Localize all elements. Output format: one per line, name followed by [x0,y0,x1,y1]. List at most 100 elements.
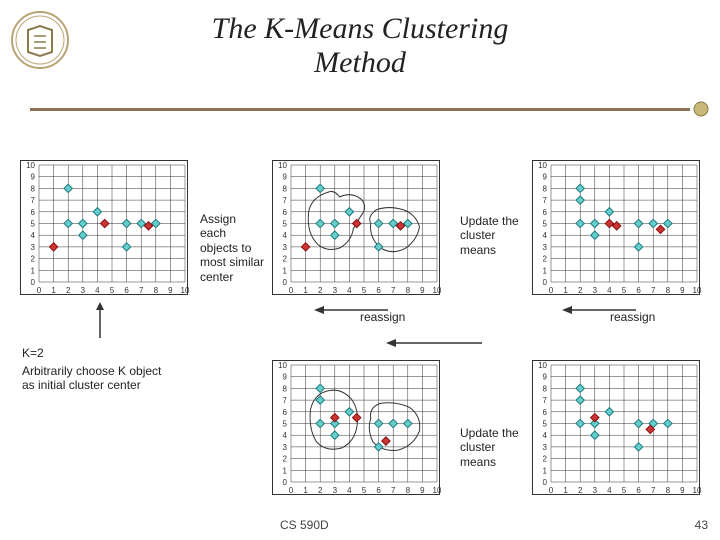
svg-text:10: 10 [433,486,441,495]
small-icon [692,100,710,118]
svg-text:9: 9 [420,286,425,295]
svg-text:2: 2 [543,255,548,264]
svg-text:2: 2 [283,255,288,264]
svg-text:7: 7 [651,286,656,295]
svg-text:4: 4 [543,431,548,440]
svg-text:9: 9 [543,173,548,182]
svg-text:6: 6 [543,408,548,417]
arrow-left-3 [382,328,486,358]
svg-text:2: 2 [318,286,323,295]
svg-text:7: 7 [139,286,144,295]
svg-text:0: 0 [543,278,548,287]
svg-text:5: 5 [31,220,36,229]
svg-text:7: 7 [283,396,288,405]
svg-text:2: 2 [66,286,71,295]
svg-text:5: 5 [362,486,367,495]
svg-text:4: 4 [283,431,288,440]
svg-text:1: 1 [303,286,308,295]
svg-text:2: 2 [318,486,323,495]
arrow-left-1 [312,302,392,318]
svg-text:10: 10 [26,161,35,170]
svg-text:9: 9 [420,486,425,495]
svg-text:1: 1 [563,486,568,495]
svg-text:4: 4 [347,486,352,495]
svg-text:7: 7 [391,286,396,295]
svg-text:0: 0 [289,286,294,295]
svg-text:8: 8 [406,286,411,295]
svg-text:6: 6 [31,208,36,217]
svg-text:9: 9 [283,173,288,182]
svg-text:2: 2 [283,455,288,464]
svg-text:10: 10 [181,286,189,295]
svg-text:5: 5 [110,286,115,295]
svg-text:0: 0 [37,286,42,295]
svg-text:8: 8 [666,486,671,495]
svg-text:9: 9 [283,373,288,382]
svg-text:6: 6 [124,286,129,295]
svg-text:9: 9 [680,286,685,295]
svg-text:10: 10 [538,161,547,170]
svg-text:1: 1 [31,266,36,275]
svg-text:3: 3 [593,486,598,495]
svg-text:6: 6 [376,286,381,295]
svg-text:0: 0 [283,478,288,487]
svg-text:8: 8 [543,384,548,393]
svg-text:8: 8 [154,286,159,295]
svg-text:7: 7 [31,196,36,205]
svg-text:4: 4 [95,286,100,295]
svg-text:9: 9 [168,286,173,295]
svg-text:4: 4 [543,231,548,240]
svg-text:5: 5 [543,420,548,429]
footer-course: CS 590D [280,518,329,532]
svg-text:10: 10 [693,286,701,295]
svg-text:8: 8 [283,184,288,193]
slide-title: The K-Means Clustering Method [0,12,720,80]
svg-text:1: 1 [563,286,568,295]
svg-text:3: 3 [333,286,338,295]
svg-text:3: 3 [543,443,548,452]
assign-caption: Assign each objects to most similar cent… [200,212,265,284]
svg-text:10: 10 [538,361,547,370]
svg-text:3: 3 [593,286,598,295]
svg-text:0: 0 [549,286,554,295]
svg-text:0: 0 [289,486,294,495]
svg-text:1: 1 [303,486,308,495]
svg-text:3: 3 [31,243,36,252]
k2-label: K=2 [22,346,72,360]
svg-text:7: 7 [283,196,288,205]
svg-text:7: 7 [651,486,656,495]
svg-text:4: 4 [283,231,288,240]
svg-text:3: 3 [81,286,86,295]
svg-text:10: 10 [278,361,287,370]
svg-text:7: 7 [543,396,548,405]
svg-text:8: 8 [543,184,548,193]
svg-text:10: 10 [433,286,441,295]
scatter-plot-p2: 001122334455667788991010 [272,160,440,295]
svg-text:1: 1 [283,466,288,475]
svg-text:5: 5 [362,286,367,295]
svg-text:4: 4 [31,231,36,240]
svg-text:6: 6 [283,408,288,417]
svg-text:6: 6 [283,208,288,217]
update1-caption: Update the cluster means [460,214,520,257]
update2-caption: Update the cluster means [460,426,520,469]
svg-text:0: 0 [549,486,554,495]
svg-text:2: 2 [578,486,583,495]
svg-text:2: 2 [578,286,583,295]
scatter-plot-p3: 001122334455667788991010 [532,160,700,295]
svg-text:9: 9 [680,486,685,495]
svg-text:3: 3 [283,443,288,452]
arrow-up-1 [85,300,115,340]
svg-text:1: 1 [283,266,288,275]
svg-text:3: 3 [333,486,338,495]
svg-text:6: 6 [636,286,641,295]
svg-text:8: 8 [283,384,288,393]
svg-text:9: 9 [31,173,36,182]
svg-text:7: 7 [391,486,396,495]
svg-text:1: 1 [51,286,56,295]
scatter-plot-p5: 001122334455667788991010 [532,360,700,495]
page-number: 43 [695,518,708,532]
svg-text:9: 9 [543,373,548,382]
svg-text:8: 8 [31,184,36,193]
svg-text:5: 5 [622,486,627,495]
